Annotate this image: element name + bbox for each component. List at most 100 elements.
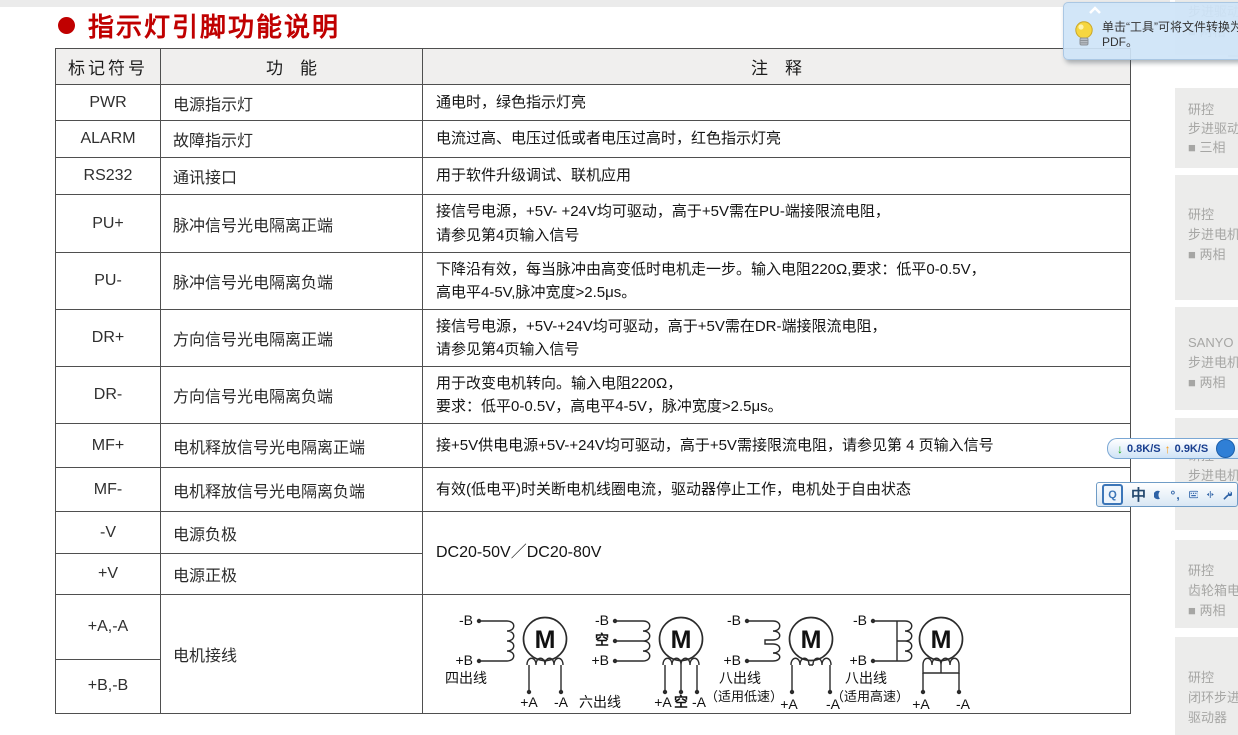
svg-text:+B: +B [591, 652, 609, 668]
table-row: +A,-A 电机接线 -B +B 四出线 M [55, 594, 1131, 714]
header-note: 注 释 [422, 48, 1131, 85]
ime-toolbar[interactable]: Q 中 °, [1096, 482, 1238, 507]
svg-text:-B: -B [459, 612, 473, 628]
cell-function: 电源负极 [160, 511, 423, 554]
svg-text:+A: +A [780, 696, 798, 712]
download-speed: 0.8K/S [1127, 442, 1161, 455]
svg-text:四出线: 四出线 [445, 670, 487, 686]
header-function: 功 能 [160, 48, 423, 85]
fullwidth-moon-icon[interactable] [1154, 487, 1163, 503]
cell-symbol: MF+ [55, 423, 161, 468]
cell-function: 方向信号光电隔离负端 [160, 366, 423, 424]
svg-text:M: M [535, 626, 556, 654]
cell-note: 接+5V供电电源+5V-+24V均可驱动，高于+5V需接限流电阻，请参见第 4 … [422, 423, 1131, 468]
tooltip-text: 单击“工具”可将文件转换为 PDF。 [1102, 20, 1238, 49]
cell-symbol: RS232 [55, 157, 161, 195]
page-title: 指示灯引脚功能说明 [88, 12, 341, 42]
cell-function: 电源指示灯 [160, 84, 423, 121]
cell-note: 用于改变电机转向。输入电阻220Ω， 要求：低平0-0.5V，高电平4-5V，脉… [422, 366, 1131, 424]
table-row: PU- 脉冲信号光电隔离负端 下降沿有效，每当脉冲由高变低时电机走一步。输入电阻… [55, 252, 1131, 310]
chevron-up-icon[interactable] [1088, 6, 1102, 14]
svg-text:-A: -A [956, 696, 971, 712]
top-border-strip [0, 0, 1170, 7]
svg-text:-B: -B [853, 612, 867, 628]
ime-logo-icon[interactable]: Q [1102, 484, 1123, 505]
cell-symbol: DR+ [55, 309, 161, 367]
table-row: DR+ 方向信号光电隔离正端 接信号电源，+5V-+24V均可驱动，高于+5V需… [55, 309, 1131, 367]
svg-text:八出线: 八出线 [719, 670, 761, 686]
cell-note: 接信号电源，+5V-+24V均可驱动，高于+5V需在DR-端接限流电阻， 请参见… [422, 309, 1131, 367]
svg-text:+B: +B [455, 652, 473, 668]
sidebar-card-yako-drive-3phase[interactable]: 研控 步进驱动 ■ 三相 [1175, 88, 1238, 168]
sidebar-card-gearbox-motor[interactable]: 研控 齿轮箱电机 ■ 两相 [1175, 540, 1238, 628]
table-row: DR- 方向信号光电隔离负端 用于改变电机转向。输入电阻220Ω， 要求：低平0… [55, 366, 1131, 424]
cell-note: 通电时，绿色指示灯亮 [422, 84, 1131, 121]
svg-text:+B: +B [849, 652, 867, 668]
svg-text:-B: -B [727, 612, 741, 628]
cell-symbol: +A,-A [55, 594, 161, 660]
svg-text:六出线: 六出线 [579, 694, 621, 710]
soft-keyboard-icon[interactable] [1188, 488, 1199, 501]
cell-symbol: ALARM [55, 120, 161, 158]
svg-text:-A: -A [554, 694, 569, 710]
pdf-convert-tooltip[interactable]: 单击“工具”可将文件转换为 PDF。 [1063, 2, 1238, 60]
table-row: MF+ 电机释放信号光电隔离正端 接+5V供电电源+5V-+24V均可驱动，高于… [55, 423, 1131, 468]
cell-function: 电机释放信号光电隔离负端 [160, 467, 423, 512]
ime-chinese-mode-button[interactable]: 中 [1131, 487, 1147, 504]
header-symbol: 标记符号 [55, 48, 161, 85]
svg-text:M: M [931, 626, 952, 654]
table-row: MF- 电机释放信号光电隔离负端 有效(低电平)时关断电机线圈电流，驱动器停止工… [55, 467, 1131, 512]
svg-text:M: M [801, 626, 822, 654]
sidebar-card-yako-motor-2phase[interactable]: 研控 步进电机 ■ 两相 [1175, 175, 1238, 300]
cell-function: 电机释放信号光电隔离正端 [160, 423, 423, 468]
sidebar-card-closedloop-drive[interactable]: 研控 闭环步进 驱动器 [1175, 637, 1238, 735]
cell-symbol: +V [55, 553, 161, 595]
cell-symbol: PU- [55, 252, 161, 310]
wiring-8lead-highspeed: -B +B M 八出线 （适用高速） +A [831, 612, 971, 712]
table-row: RS232 通讯接口 用于软件升级调试、联机应用 [55, 157, 1131, 195]
cell-note: 有效(低电平)时关断电机线圈电流，驱动器停止工作，电机处于自由状态 [422, 467, 1131, 512]
cell-note: 用于软件升级调试、联机应用 [422, 157, 1131, 195]
pin-function-table: 标记符号 功 能 注 释 PWR 电源指示灯 通电时，绿色指示灯亮 ALARM … [55, 48, 1131, 715]
cell-symbol: -V [55, 511, 161, 554]
cell-note: 下降沿有效，每当脉冲由高变低时电机走一步。输入电阻220Ω,要求：低平0-0.5… [422, 252, 1131, 310]
svg-text:+A: +A [654, 694, 672, 710]
cell-function: 方向信号光电隔离正端 [160, 309, 423, 367]
cell-symbol: +B,-B [55, 658, 161, 715]
table-row: PU+ 脉冲信号光电隔离正端 接信号电源，+5V- +24V均可驱动，高于+5V… [55, 194, 1131, 253]
svg-text:-B: -B [595, 612, 609, 628]
table-row: PWR 电源指示灯 通电时，绿色指示灯亮 [55, 84, 1131, 121]
cell-function-motor-wiring: 电机接线 [160, 594, 423, 714]
table-row: ALARM 故障指示灯 电流过高、电压过低或者电压过高时，红色指示灯亮 [55, 120, 1131, 158]
sidebar-card-stepper-motor[interactable]: 研控 步进电机 ■ 两相 [1175, 418, 1238, 530]
cell-function: 脉冲信号光电隔离负端 [160, 252, 423, 310]
svg-text:M: M [671, 626, 692, 654]
cell-function: 故障指示灯 [160, 120, 423, 158]
cell-symbol: PU+ [55, 194, 161, 253]
wrench-settings-icon[interactable] [1223, 487, 1232, 503]
cell-note-wiring-diagram: -B +B 四出线 M +A -A [422, 594, 1131, 714]
table-row: -V 电源负极 DC20-50V／DC20-80V [55, 511, 1131, 595]
svg-text:+A: +A [520, 694, 538, 710]
upload-speed: 0.9K/S [1174, 442, 1209, 455]
table-row: +B,-B [55, 658, 1131, 715]
svg-text:（适用低速）: （适用低速） [705, 689, 783, 704]
section-title-row: 指示灯引脚功能说明 [58, 7, 340, 44]
sidebar-card-sanyo-motor-2phase[interactable]: SANYO 步进电机 ■ 两相 [1175, 307, 1238, 410]
wiring-4lead: -B +B 四出线 M +A -A [445, 612, 569, 710]
downloader-logo-icon[interactable] [1216, 439, 1236, 458]
cell-symbol: MF- [55, 467, 161, 512]
table-header-row: 标记符号 功 能 注 释 [55, 48, 1131, 85]
wiring-6lead: -B 空 +B M 六出线 [579, 612, 707, 710]
cell-note: 接信号电源，+5V- +24V均可驱动，高于+5V需在PU-端接限流电阻， 请参… [422, 194, 1131, 253]
svg-text:（适用高速）: （适用高速） [831, 689, 909, 704]
cell-note-voltage: DC20-50V／DC20-80V [422, 511, 1131, 595]
upload-arrow-icon: ↑ [1164, 441, 1171, 456]
cell-function: 电源正极 [160, 553, 423, 595]
cell-function: 脉冲信号光电隔离正端 [160, 194, 423, 253]
network-speed-bar[interactable]: ↓ 0.8K/S ↑ 0.9K/S [1107, 438, 1238, 459]
split-switch-icon[interactable] [1206, 487, 1215, 502]
punctuation-mode-button[interactable]: °, [1170, 487, 1181, 502]
svg-text:八出线: 八出线 [845, 670, 887, 686]
